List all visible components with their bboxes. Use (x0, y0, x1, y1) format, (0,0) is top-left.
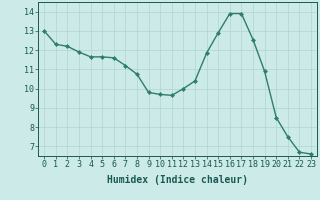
X-axis label: Humidex (Indice chaleur): Humidex (Indice chaleur) (107, 175, 248, 185)
